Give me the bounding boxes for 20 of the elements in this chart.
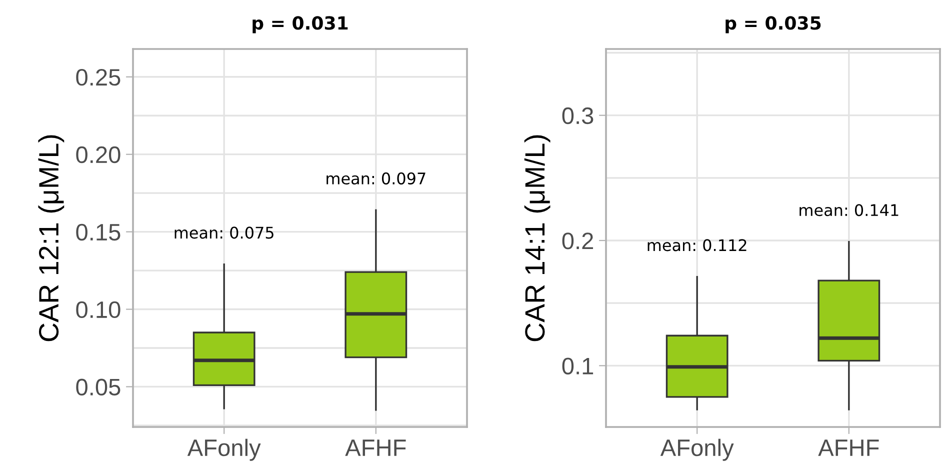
y-tick-label: 0.05 <box>76 378 120 396</box>
chart-title: p = 0.035 <box>726 16 821 34</box>
y-tick-label: 0.2 <box>562 232 594 250</box>
y-tick-label: 0.1 <box>562 358 594 374</box>
x-tick-label: AFHF <box>345 440 406 456</box>
y-axis-title: CAR 12:1 (μM/L) <box>38 135 64 342</box>
y-tick-label: 0.25 <box>76 68 120 86</box>
y-tick-label: 0.3 <box>562 107 594 124</box>
x-tick-label: AFHF <box>818 440 879 456</box>
x-tick-label: AFonly <box>660 438 734 461</box>
annotation: mean: 0.141 <box>800 204 898 216</box>
y-tick-label: 0.20 <box>76 146 120 164</box>
annotation: mean: 0.097 <box>326 172 426 185</box>
y-tick-label: 0.10 <box>76 301 120 318</box>
annotation: mean: 0.075 <box>174 226 274 239</box>
y-tick-label: 0.15 <box>76 224 120 241</box>
chart-title: p = 0.031 <box>252 16 348 34</box>
annotation: mean: 0.112 <box>648 239 746 252</box>
x-tick-label: AFonly <box>187 438 261 461</box>
y-axis-title: CAR 14:1 (μM/L) <box>524 135 550 342</box>
